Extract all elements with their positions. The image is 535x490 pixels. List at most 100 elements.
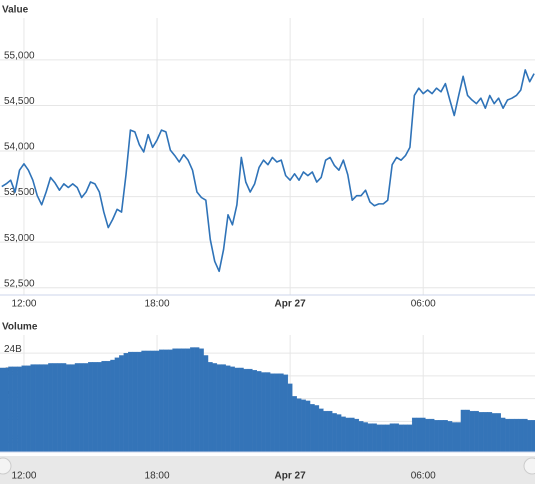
volume-bar	[194, 347, 200, 453]
volume-bar	[247, 368, 253, 453]
volume-bar	[243, 368, 249, 453]
volume-bar	[128, 351, 133, 453]
volume-bar	[167, 349, 173, 453]
volume-bar	[443, 420, 448, 453]
volume-bar	[230, 366, 235, 453]
volume-bar	[411, 417, 417, 453]
volume-bar	[114, 357, 120, 453]
volume-bar	[83, 363, 89, 453]
x-tick-label: 18:00	[145, 471, 170, 482]
volume-bar	[119, 355, 124, 453]
volume-bar	[8, 366, 14, 453]
volume-bar	[358, 421, 364, 453]
volume-bar	[79, 363, 84, 453]
volume-bar	[92, 362, 98, 453]
volume-bar	[190, 347, 195, 453]
volume-bar	[39, 364, 45, 453]
scroll-handle-left[interactable]	[0, 457, 12, 475]
volume-bar	[398, 424, 404, 453]
y-tick-label: 53,500	[4, 187, 35, 198]
volume-bar	[97, 362, 102, 453]
volume-bar	[132, 351, 138, 453]
volume-bar	[30, 364, 36, 453]
volume-bar	[505, 418, 510, 453]
volume-bar	[261, 372, 266, 453]
volume-bar	[88, 362, 93, 453]
y-tick-label: 54,000	[4, 142, 35, 153]
volume-bar	[0, 367, 5, 453]
volume-bar	[438, 420, 444, 453]
volume-bar	[278, 373, 284, 453]
x-tick-label: 12:00	[11, 471, 36, 482]
volume-bar	[3, 367, 9, 453]
volume-bar	[21, 365, 27, 453]
volume-bar	[270, 373, 275, 453]
volume-bar	[216, 364, 222, 453]
volume-bar	[110, 359, 116, 453]
volume-bar	[203, 355, 209, 453]
volume-bar	[482, 412, 488, 453]
volume-bar	[416, 417, 422, 453]
volume-bar	[265, 372, 271, 453]
volume-bar	[101, 360, 107, 453]
volume-bar	[487, 412, 493, 453]
volume-bar	[474, 410, 479, 453]
x-tick-label: Apr 27	[275, 471, 307, 482]
volume-bar	[145, 350, 151, 453]
volume-bar	[434, 420, 439, 453]
y-tick-label: 55,000	[4, 51, 35, 62]
volume-bar	[150, 350, 155, 453]
volume-bar	[287, 383, 293, 453]
volume-bar	[376, 424, 382, 453]
volume-bar	[212, 363, 218, 453]
volume-bar	[221, 364, 226, 453]
volume-bar	[26, 365, 31, 453]
volume-bar	[17, 366, 22, 453]
x-tick-label: 06:00	[411, 471, 436, 482]
volume-bar	[403, 424, 408, 453]
volume-bar	[478, 412, 484, 453]
volume-bar	[372, 423, 377, 453]
volume-bar	[318, 408, 324, 453]
volume-bar	[305, 400, 311, 453]
volume-bar	[496, 413, 501, 453]
volume-bar	[465, 409, 470, 453]
volume-bar	[57, 363, 62, 453]
volume-bar	[340, 416, 346, 453]
volume-bar	[105, 360, 111, 453]
volume-bar	[447, 421, 453, 453]
volume-bar	[460, 409, 466, 453]
scroll-handle-right[interactable]	[523, 457, 535, 475]
volume-bar	[296, 398, 302, 453]
volume-bar	[336, 414, 342, 453]
volume-bar	[354, 418, 360, 453]
volume-bar	[518, 418, 524, 453]
volume-bar	[394, 423, 399, 453]
volume-bar	[514, 418, 519, 453]
volume-bar	[199, 348, 204, 453]
x-tick-label: 18:00	[145, 299, 170, 310]
volume-bar	[301, 399, 306, 453]
x-tick-label: 12:00	[11, 299, 36, 310]
value-line	[1, 69, 535, 273]
panel-title: Value	[2, 5, 29, 16]
volume-bar	[292, 396, 297, 453]
volume-bar	[61, 363, 67, 453]
volume-bar	[327, 410, 333, 453]
volume-bar	[123, 353, 129, 453]
volume-bar	[469, 410, 475, 453]
panel-title: Volume	[2, 322, 38, 333]
volume-bar	[456, 422, 462, 453]
volume-bar	[522, 418, 528, 453]
volume-bar	[420, 417, 426, 453]
volume-bar	[52, 363, 58, 453]
volume-bar	[225, 365, 231, 453]
y-tick-label: 24B	[4, 344, 22, 355]
volume-bar	[70, 364, 76, 453]
y-tick-label: 54,500	[4, 96, 35, 107]
volume-bar	[385, 424, 391, 453]
volume-bar	[176, 348, 182, 453]
volume-bar	[425, 418, 431, 453]
